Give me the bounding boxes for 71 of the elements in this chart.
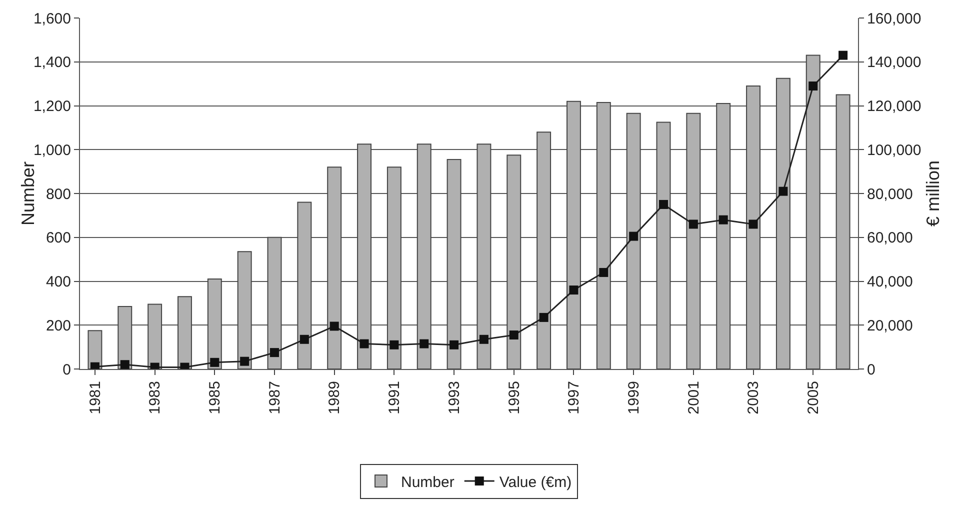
bar — [536, 132, 552, 369]
y2-axis-title: € million — [923, 160, 944, 227]
point — [599, 268, 608, 277]
point — [539, 312, 548, 322]
y-tick-label: 200 — [46, 317, 71, 334]
bar — [237, 251, 252, 369]
y2-tick-label: 60,000 — [867, 230, 913, 247]
y2-tick-label: 120,000 — [867, 98, 922, 115]
point — [778, 186, 788, 196]
point — [808, 82, 818, 91]
point — [210, 358, 220, 367]
point — [659, 200, 668, 209]
x-tick-label: 1991 — [386, 381, 404, 414]
bar — [656, 122, 671, 369]
bar — [836, 94, 850, 369]
point — [450, 340, 459, 350]
y2-tick-label: 100,000 — [867, 142, 922, 159]
y-axis-title: Number — [18, 161, 38, 226]
point — [390, 340, 399, 350]
point — [748, 220, 758, 229]
x-tick-label: 2005 — [804, 381, 822, 414]
point — [718, 215, 728, 224]
y-tick-label: 600 — [46, 230, 71, 247]
point — [838, 50, 848, 60]
y-tick-label: 400 — [46, 274, 71, 290]
point — [629, 232, 638, 241]
y2-tick-label: 40,000 — [867, 274, 913, 290]
y-tick-label: 1,200 — [33, 98, 71, 115]
y-tick-label: 1,600 — [33, 10, 71, 28]
bar — [178, 296, 192, 369]
y2-tick-label: 80,000 — [867, 186, 913, 203]
x-tick-label: 2003 — [745, 381, 762, 414]
point — [569, 286, 578, 295]
point — [300, 334, 309, 344]
x-tick-label: 2001 — [685, 381, 702, 414]
bar — [357, 144, 372, 369]
point — [360, 339, 369, 348]
bar — [596, 102, 611, 369]
legend-label: Value (€m) — [499, 474, 572, 491]
x-tick-label: 1995 — [506, 381, 523, 414]
x-tick-label: 1981 — [86, 381, 104, 414]
x-tick-label: 1997 — [566, 381, 583, 414]
point — [240, 356, 250, 366]
y-tick-label: 1,000 — [33, 142, 71, 159]
x-tick-label: 1999 — [625, 381, 642, 414]
legend-label: Number — [401, 474, 454, 491]
y-tick-label: 800 — [46, 186, 71, 203]
y2-tick-label: 20,000 — [867, 317, 913, 334]
point — [270, 348, 279, 358]
point — [509, 330, 518, 340]
x-tick-label: 1993 — [446, 381, 463, 414]
x-tick-label: 1985 — [206, 381, 224, 414]
x-tick-label: 1989 — [326, 381, 344, 414]
y2-tick-label: 0 — [867, 361, 876, 378]
bar — [716, 103, 731, 369]
point — [120, 360, 130, 369]
bar — [297, 202, 312, 369]
bar — [416, 144, 432, 369]
bar — [776, 78, 790, 369]
bar — [476, 144, 492, 369]
point — [688, 220, 698, 229]
point — [330, 322, 339, 331]
x-tick-label: 1983 — [146, 381, 164, 414]
y-tick-label: 1,400 — [33, 54, 71, 72]
point — [479, 334, 488, 344]
x-tick-label: 1987 — [266, 381, 284, 414]
y2-tick-label: 140,000 — [867, 54, 922, 72]
point — [420, 339, 429, 348]
y2-tick-label: 160,000 — [867, 10, 922, 28]
bar — [148, 304, 162, 369]
y-tick-label: 0 — [62, 361, 71, 378]
